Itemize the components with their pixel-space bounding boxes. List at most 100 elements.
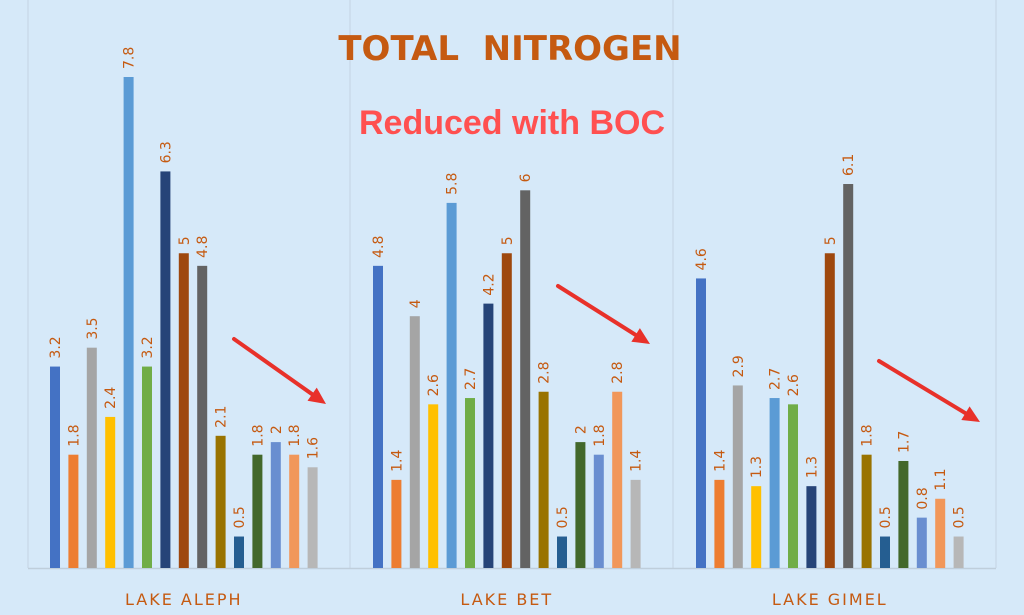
data-label: 2 [573,425,589,434]
data-label: 1.4 [389,450,405,472]
data-label: 2.7 [768,368,784,390]
data-label: 2 [269,425,285,434]
data-label: 1.1 [933,468,949,490]
data-label: 4 [408,299,424,308]
data-label: 2.4 [103,387,119,409]
bar [234,536,244,568]
bar [465,398,475,568]
bar [50,366,60,568]
bar [483,303,494,568]
bar [751,486,762,568]
bar [520,190,531,569]
bar [373,265,383,568]
data-label: 1.4 [712,450,728,472]
bar [86,347,97,568]
bar [391,479,402,568]
data-label: 3.2 [48,336,64,358]
data-label: 5 [500,236,516,245]
bar [612,391,623,568]
bar [732,385,743,568]
data-label: 1.8 [250,424,266,446]
data-label: 1.8 [592,424,608,446]
bar [160,171,171,568]
data-label: 0.5 [878,506,894,528]
category-label: LAKE GIMEL [772,590,888,609]
bar [575,442,586,568]
bar [630,479,641,568]
data-label: 5 [177,236,193,245]
bar [409,316,420,568]
bar [501,253,512,568]
data-label: 2.6 [786,374,802,396]
data-label: 2.8 [537,361,553,383]
data-label: 6.3 [158,141,174,163]
data-label: 1.4 [629,450,645,472]
data-label: 1.3 [804,456,820,478]
data-label: 2.7 [463,368,479,390]
bar [788,404,798,568]
data-label: 1.7 [896,431,912,453]
bar [307,467,318,568]
data-label: 0.8 [915,487,931,509]
bar [446,202,457,568]
bar [769,398,780,568]
data-label: 4.2 [481,273,497,295]
bars-layer [50,77,964,569]
bar [696,278,706,568]
group-dividers [27,0,997,570]
bar [538,391,549,568]
bar [880,536,890,568]
data-label: 5 [823,236,839,245]
trend-arrows-layer [232,284,980,422]
bar [215,435,226,568]
data-label: 0.5 [232,506,248,528]
data-label: 0.5 [952,506,968,528]
bar [714,479,725,568]
data-label: 3.5 [85,317,101,339]
bar [898,460,909,568]
bar [197,265,208,568]
data-label: 4.8 [195,236,211,258]
chart-title: TOTAL NITROGEN [338,29,681,69]
data-label: 1.8 [66,424,82,446]
data-label: 7.8 [122,47,138,69]
bar [428,404,439,568]
bar [270,442,281,568]
data-label: 5.8 [445,173,461,195]
bar [123,77,134,568]
bar [916,517,927,568]
data-label: 4.6 [694,248,710,270]
data-label: 2.8 [610,361,626,383]
chart-subtitle: Reduced with BOC [359,104,665,142]
bar [252,454,263,568]
trend-arrow [877,359,980,422]
data-label: 2.1 [214,406,230,428]
data-label: 1.8 [860,424,876,446]
data-label: 6.1 [841,154,857,176]
bar [843,184,854,568]
data-label: 0.5 [555,506,571,528]
data-label: 6 [518,173,534,182]
bar [178,253,189,568]
data-label: 2.6 [426,374,442,396]
bar [105,416,116,568]
data-label: 1.6 [306,437,322,459]
bar [824,253,835,568]
bar [593,454,604,568]
bar [557,536,567,568]
category-label: LAKE BET [460,590,553,609]
data-label: 1.8 [287,424,303,446]
trend-arrow [556,284,650,344]
bar [142,366,152,568]
bar [935,498,946,568]
bar [289,454,300,568]
trend-arrow [232,337,326,404]
category-labels-layer: LAKE ALEPH LAKE BET LAKE GIMEL [125,590,888,609]
bar [806,486,817,568]
bar [953,536,964,568]
data-label: 3.2 [140,336,156,358]
data-labels-layer: 3.21.83.52.47.83.26.35 4.82.10.51.8 2 1.81.… [48,47,968,529]
